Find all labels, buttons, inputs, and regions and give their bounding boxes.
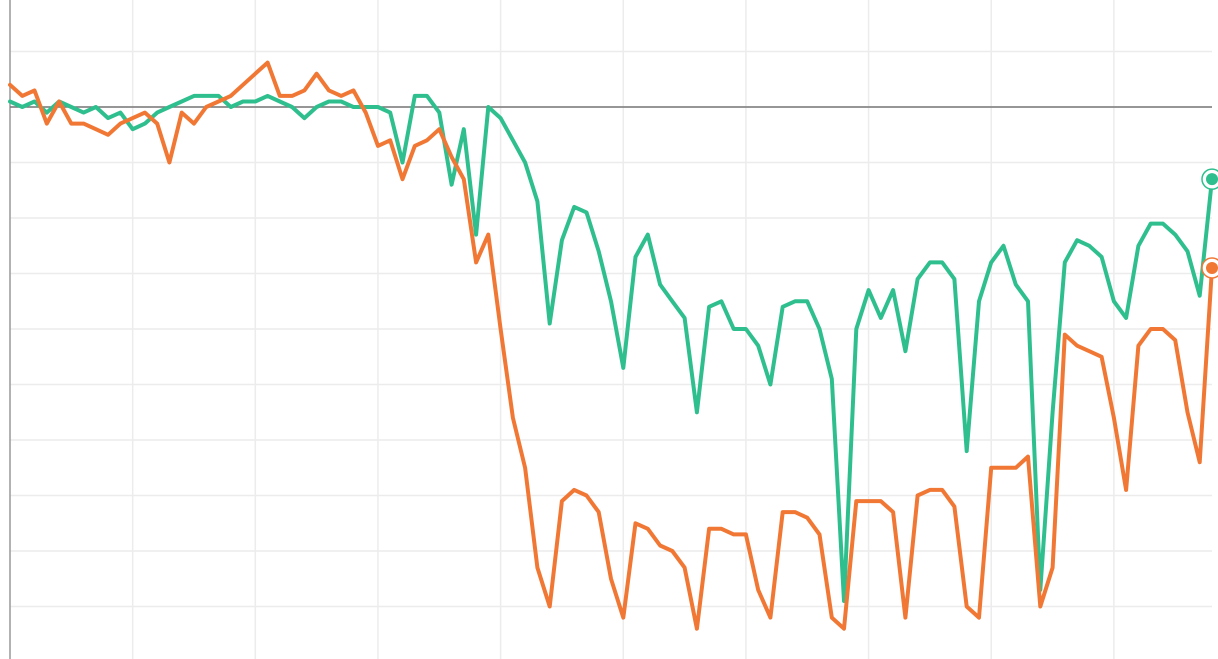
end-marker [1206,173,1218,186]
series-line [8,60,1214,631]
end-marker [1206,261,1218,274]
series-line [8,93,1214,603]
